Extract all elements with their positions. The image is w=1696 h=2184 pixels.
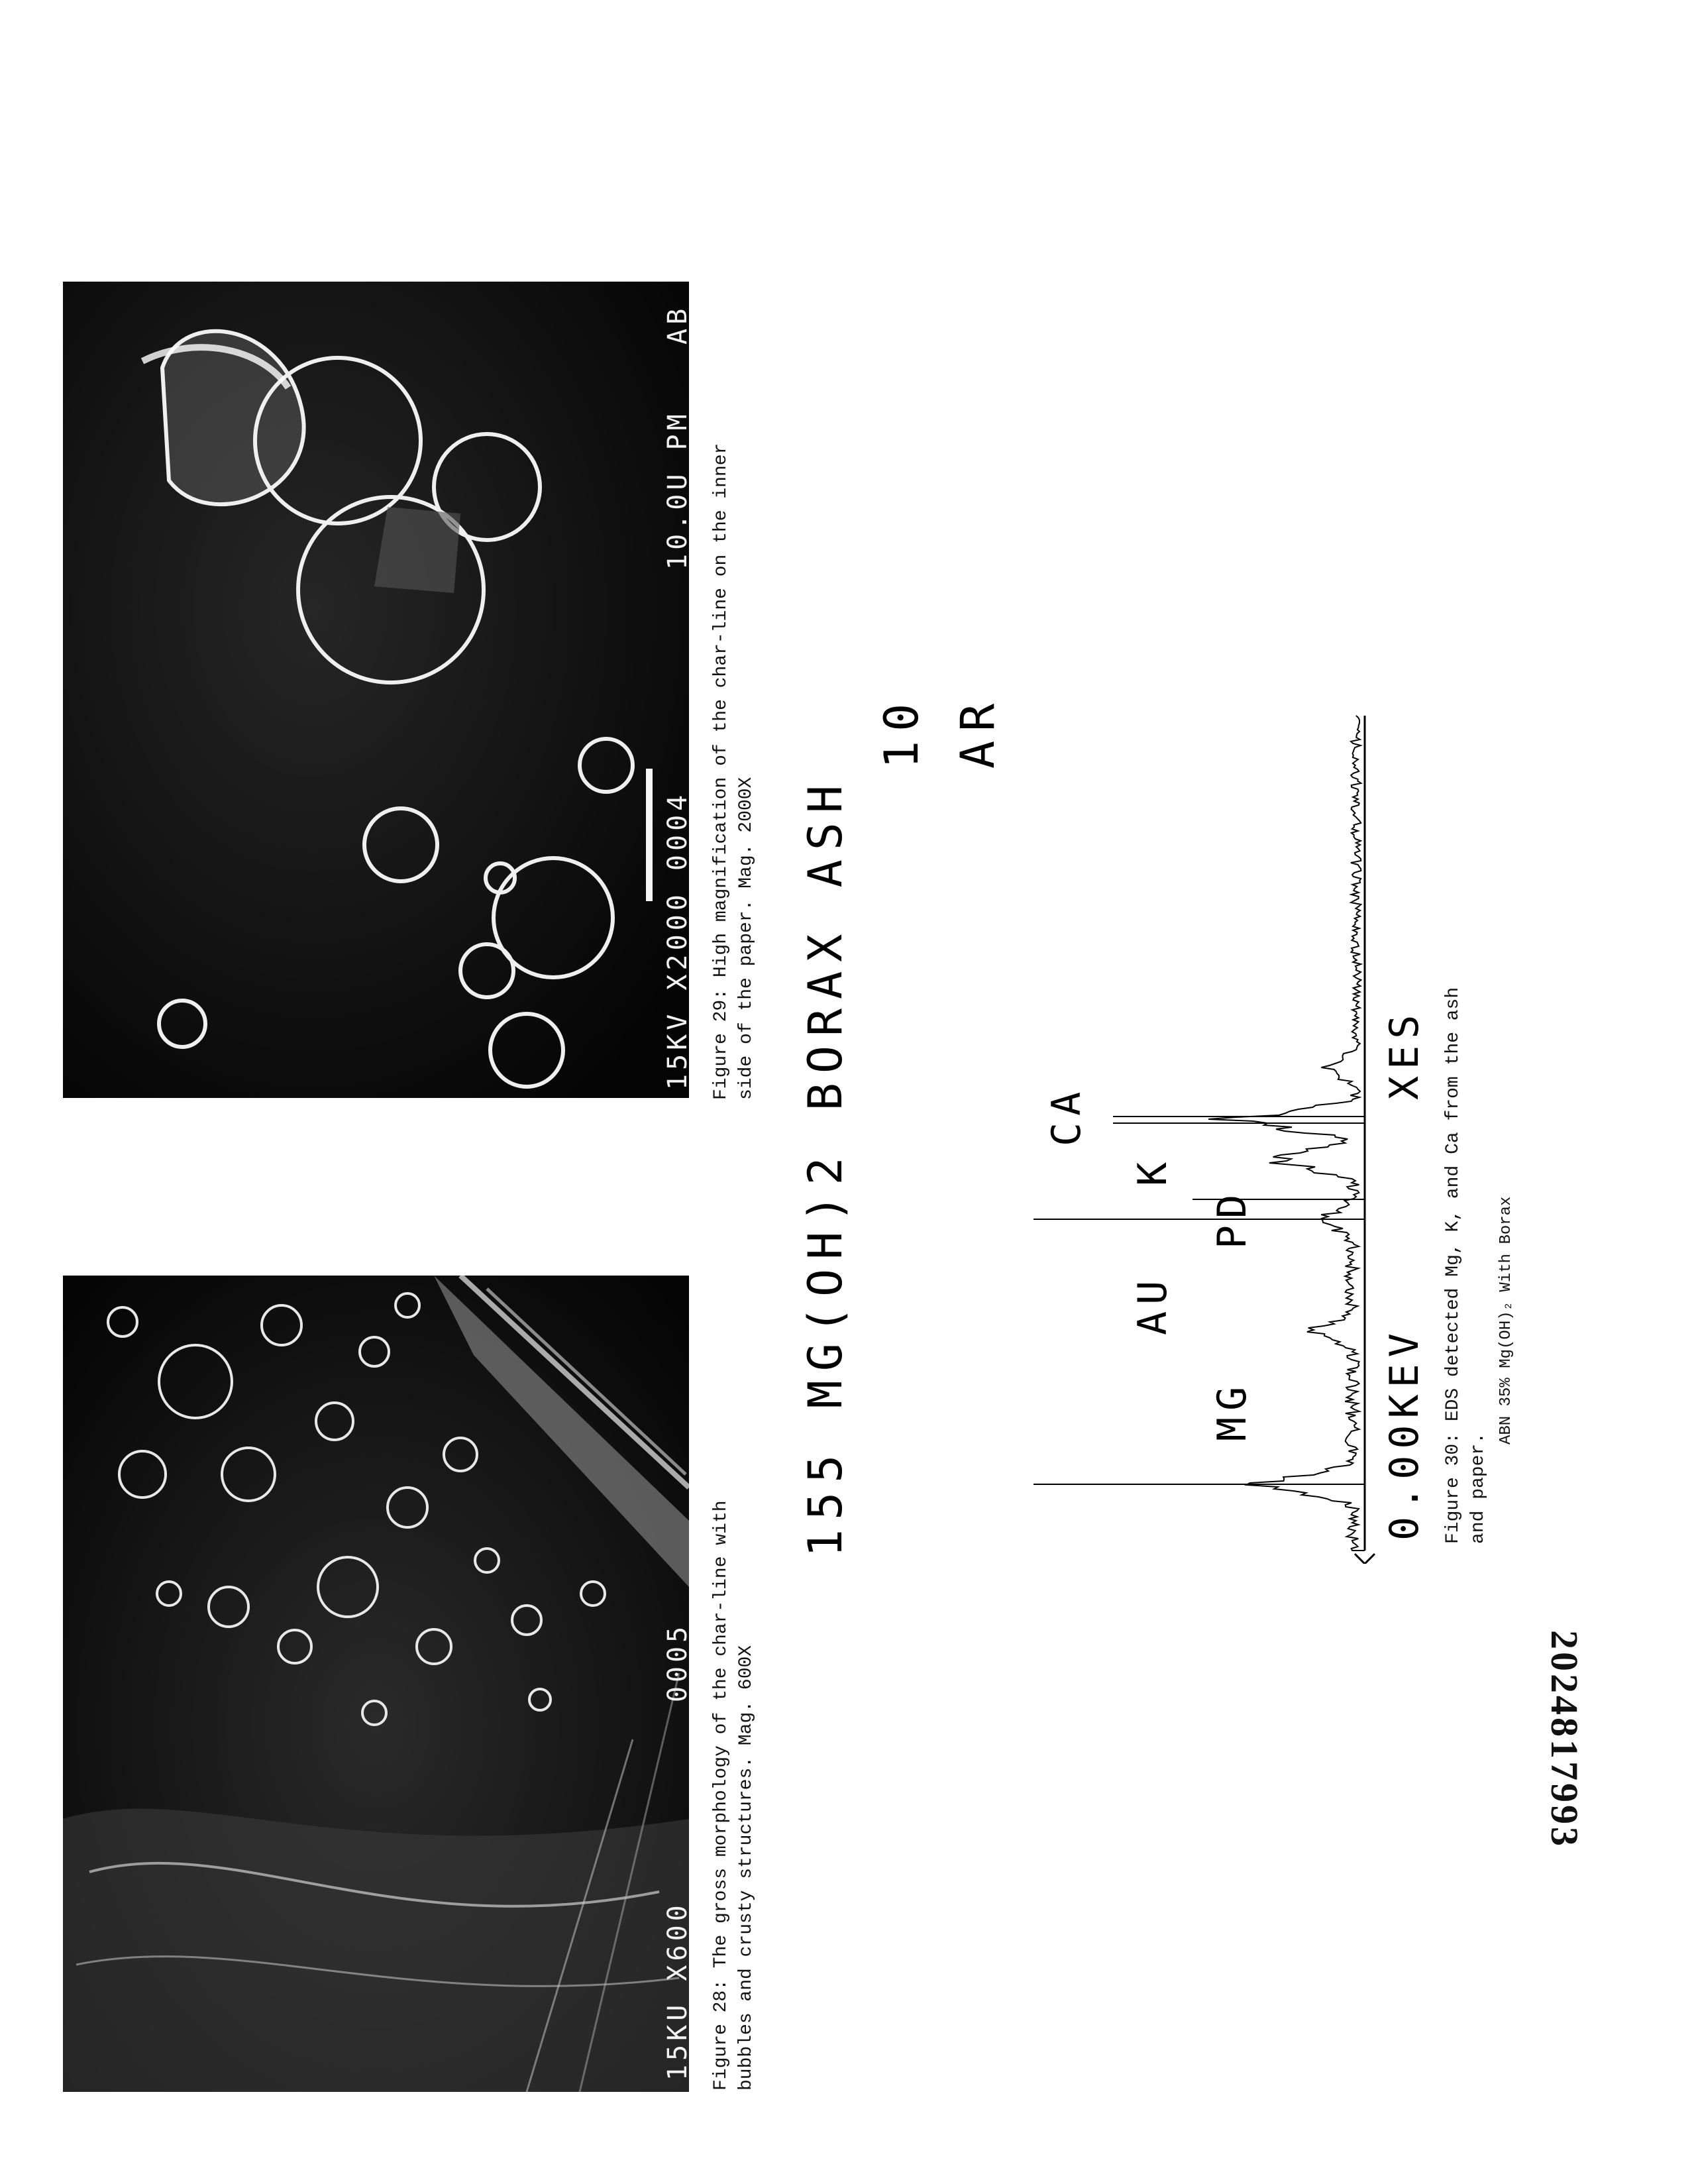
figure-29-scale-label: 10.0U PM [662,410,693,570]
figure-30-caption-line-1: Figure 30: EDS detected Mg, K, and Ca fr… [1443,987,1463,1544]
figure-29-scale-bar [646,769,653,901]
eds-axis-arrow [1353,1553,1376,1564]
figure-30-caption: Figure 30: EDS detected Mg, K, and Ca fr… [1441,987,1491,1544]
eds-spectrum [1034,715,1376,1564]
eds-axis-left-label: 0.00KEV [1381,1327,1428,1541]
eds-trace [1208,715,1365,1551]
eds-header-line-3: AR [951,694,1005,769]
figure-29-caption-line-2: side of the paper. Mag. 2000X [736,777,757,1100]
eds-peak-label-mg: MG [1209,1380,1255,1441]
figure-28-caption-line-2: bubbles and crusty structures. Mag. 600X [736,1645,757,2091]
eds-sample-label: ABN 35% Mg(OH)₂ With Borax [1497,1196,1515,1445]
figure-28-micrograph-label: 15KU X600 0005 [662,1622,693,2081]
eds-header-line-1: 155 MG(OH)2 BORAX ASH [798,775,853,1557]
figure-29-caption-line-1: Figure 29: High magnification of the cha… [711,443,731,1100]
eds-header-line-2: 10 [874,694,929,769]
figure-30-caption-line-2: and paper. [1468,1432,1489,1544]
figure-28-micrograph [63,1276,689,2092]
eds-peak-label-ca: CA [1043,1085,1090,1146]
figure-29-micrograph-label: 15KV X2000 0004 [662,791,693,1090]
eds-peak-label-au: AU [1130,1274,1176,1335]
figure-29-corner-mark: AB [662,304,693,345]
figure-29-caption: Figure 29: High magnification of the cha… [709,443,759,1100]
figure-28-caption: Figure 28: The gross morphology of the c… [709,1500,759,2091]
document-number: 2024817993 [1543,1630,1586,1849]
figure-29-micrograph [63,282,689,1098]
figure-28-caption-line-1: Figure 28: The gross morphology of the c… [711,1500,731,2091]
eds-axis-right-label: XES [1381,1008,1428,1100]
eds-peak-label-k: K [1130,1155,1176,1186]
eds-peak-label-pd: PD [1209,1187,1255,1249]
